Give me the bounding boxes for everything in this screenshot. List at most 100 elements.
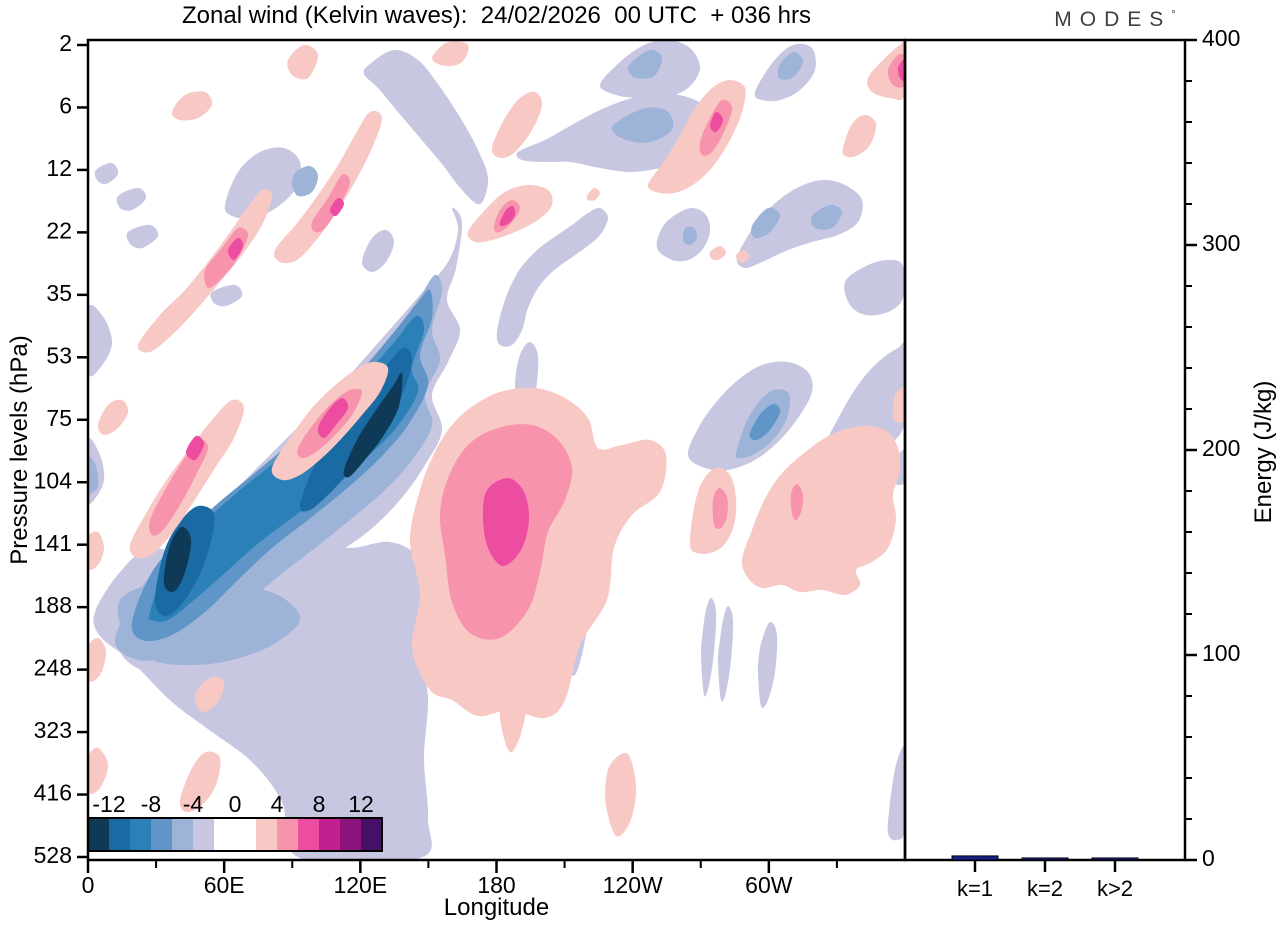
pressure-tick-label: 323 [34, 717, 72, 743]
contour-region [777, 51, 804, 80]
contour-region [611, 107, 674, 143]
energy-bar [1091, 857, 1139, 861]
colorbar-tick-label: 12 [348, 791, 374, 817]
contour-region [586, 187, 601, 201]
colorbar-tick-label: -4 [183, 791, 204, 817]
colorbar-segment [151, 818, 172, 851]
colorbar-tick-label: 0 [229, 791, 242, 817]
colorbar-segment [235, 818, 256, 851]
contour-region [179, 751, 221, 813]
contour-region [88, 456, 99, 496]
contour-region [717, 606, 734, 702]
contour-region [362, 229, 394, 272]
x-tick-label: 180 [477, 872, 515, 898]
contour-region [710, 111, 723, 133]
energy-tick-label: 0 [1202, 845, 1215, 871]
contour-field [88, 40, 905, 860]
contour-region [892, 386, 905, 423]
pressure-tick-label: 141 [34, 530, 72, 556]
pressure-tick-label: 416 [34, 780, 72, 806]
contour-region [790, 483, 804, 521]
contour-region [204, 227, 248, 289]
colorbar [87, 817, 383, 852]
contour-region [287, 44, 319, 80]
pressure-tick-label: 528 [34, 842, 72, 868]
contour-region [88, 304, 113, 377]
contour-region [736, 179, 863, 269]
contour-region [844, 259, 905, 316]
contour-region [273, 110, 383, 264]
contour-region [126, 224, 159, 249]
energy-bar [951, 855, 999, 861]
contour-region [712, 487, 728, 529]
contour-region [97, 399, 129, 436]
colorbar-segment [130, 818, 151, 851]
colorbar-segment [214, 818, 235, 851]
colorbar-segment [319, 818, 340, 851]
contour-region [496, 207, 608, 347]
contour-region [897, 59, 905, 82]
colorbar-segment [193, 818, 214, 851]
pressure-tick-label: 53 [46, 342, 72, 368]
pressure-tick-label: 188 [34, 592, 72, 618]
pressure-tick-label: 6 [59, 93, 72, 119]
contour-region [227, 237, 244, 261]
contour-region [604, 752, 637, 837]
contour-region [116, 187, 147, 211]
bar-category-label: k=1 [957, 876, 993, 901]
contour-region [751, 207, 781, 239]
contour-region [810, 204, 843, 230]
contour-region [700, 597, 717, 697]
modes-logo: MODES° [1040, 8, 1190, 32]
bar-category-label: k=2 [1027, 876, 1063, 901]
colorbar-segment [172, 818, 193, 851]
energy-tick-label: 400 [1202, 25, 1240, 51]
x-tick-label: 120E [333, 872, 387, 898]
colorbar-segment [340, 818, 361, 851]
colorbar-tick-label: -12 [92, 791, 125, 817]
contour-region [887, 746, 905, 841]
colorbar-tick-label: 8 [313, 791, 326, 817]
contour-region [88, 747, 109, 795]
colorbar-tick-label: -8 [141, 791, 161, 817]
modes-logo-mark: ° [1171, 9, 1176, 21]
energy-bar [1021, 857, 1069, 861]
contour-region [749, 404, 781, 441]
plot-title: Zonal wind (Kelvin waves): 24/02/2026 00… [182, 2, 811, 29]
contour-region [627, 49, 663, 79]
contour-region [185, 435, 205, 461]
contour-region [735, 249, 750, 264]
bar-category-label: k>2 [1097, 876, 1133, 901]
energy-tick-label: 100 [1202, 640, 1240, 666]
contour-region [491, 91, 543, 159]
contour-region [224, 147, 301, 219]
contour-region [482, 477, 530, 567]
colorbar-segment [109, 818, 130, 851]
contour-region [94, 162, 119, 185]
longitude-axis-label: Longitude [443, 894, 550, 921]
modes-logo-text: MODES [1054, 8, 1172, 31]
colorbar-segment [298, 818, 319, 851]
colorbar-segment [88, 818, 109, 851]
contour-region [317, 398, 349, 439]
contour-region [299, 347, 413, 512]
contour-region [88, 531, 104, 570]
contour-region [682, 226, 698, 246]
contour-region [842, 115, 877, 158]
contour-region [499, 633, 531, 753]
energy-tick-label: 200 [1202, 435, 1240, 461]
x-tick-label: 0 [82, 872, 95, 898]
pressure-tick-label: 22 [46, 217, 72, 243]
x-tick-label: 60W [745, 872, 793, 898]
energy-axis-label: Energy (J/kg) [1250, 380, 1277, 524]
pressure-tick-label: 104 [34, 467, 73, 493]
contour-region [163, 526, 192, 592]
colorbar-segment [277, 818, 298, 851]
contour-region [329, 197, 345, 217]
bar-panel-border [903, 38, 1187, 862]
pressure-tick-label: 248 [34, 655, 72, 681]
contour-region [709, 245, 727, 261]
colorbar-segment [361, 818, 382, 851]
